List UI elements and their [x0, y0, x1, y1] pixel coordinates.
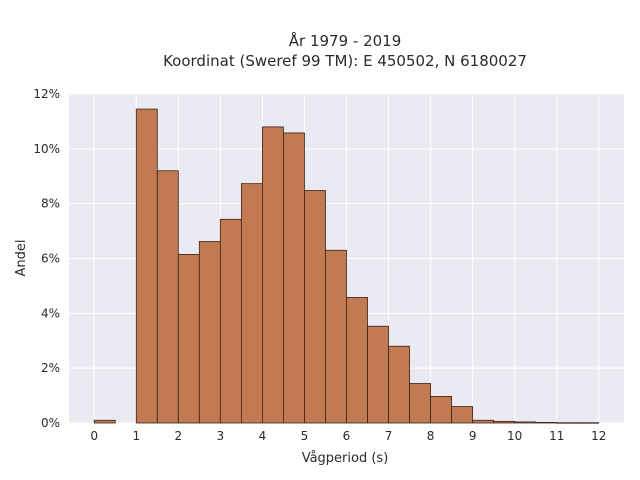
x-tick-label-3: 3 — [217, 429, 225, 443]
x-axis-ticks: 0 1 2 3 4 5 6 7 8 9 10 11 12 — [90, 429, 606, 443]
histogram-bar-7 — [262, 126, 284, 424]
histogram-bar-10 — [325, 249, 347, 424]
histogram-bar-8 — [283, 132, 305, 424]
histogram-bar-11 — [346, 297, 368, 424]
x-tick-label-2: 2 — [174, 429, 182, 443]
histogram-bar-1 — [135, 108, 158, 424]
histogram-bar-14 — [409, 383, 431, 424]
y-tick-label-6: 12% — [33, 87, 60, 101]
histogram-bar-6 — [240, 183, 263, 424]
chart-subtitle: Koordinat (Sweref 99 TM): E 450502, N 61… — [163, 52, 527, 70]
x-tick-label-0: 0 — [90, 429, 98, 443]
histogram-bar-16 — [451, 406, 474, 424]
histogram-bar-9 — [304, 190, 326, 424]
y-tick-label-0: 0% — [41, 416, 60, 430]
histogram-bar-4 — [198, 241, 221, 424]
histogram-bar-5 — [219, 218, 242, 424]
histogram-bar-22 — [577, 422, 600, 424]
x-tick-label-1: 1 — [132, 429, 140, 443]
x-axis-label: Vågperiod (s) — [302, 451, 389, 466]
y-tick-label-4: 8% — [41, 197, 60, 211]
y-axis-ticks: 0% 2% 4% 6% 8% 10% 12% — [33, 87, 60, 430]
histogram-bar-19 — [514, 421, 537, 424]
histogram-bar-21 — [556, 422, 579, 424]
histogram-bar-12 — [367, 325, 389, 424]
x-tick-label-7: 7 — [385, 429, 393, 443]
x-tick-label-8: 8 — [427, 429, 435, 443]
x-tick-label-5: 5 — [301, 429, 309, 443]
x-tick-label-9: 9 — [469, 429, 477, 443]
x-tick-label-12: 12 — [591, 429, 606, 443]
chart-title: År 1979 - 2019 — [289, 31, 402, 50]
x-tick-label-10: 10 — [507, 429, 522, 443]
histogram-bar-2 — [156, 170, 179, 424]
histogram-bar-0 — [93, 419, 116, 424]
histogram-bar-3 — [177, 253, 200, 424]
histogram-bar-13 — [388, 345, 410, 424]
y-axis-label: Andel — [14, 240, 29, 277]
y-tick-label-2: 4% — [41, 306, 60, 320]
x-tick-label-11: 11 — [549, 429, 564, 443]
histogram-bar-17 — [472, 419, 495, 424]
x-tick-label-6: 6 — [343, 429, 351, 443]
histogram-bar-20 — [535, 422, 558, 424]
histogram-bar-15 — [430, 396, 453, 424]
x-tick-label-4: 4 — [259, 429, 267, 443]
histogram-bar-18 — [493, 420, 516, 424]
y-tick-label-1: 2% — [41, 361, 60, 375]
bars — [93, 108, 600, 424]
y-tick-label-5: 10% — [33, 142, 60, 156]
y-tick-label-3: 6% — [41, 252, 60, 266]
